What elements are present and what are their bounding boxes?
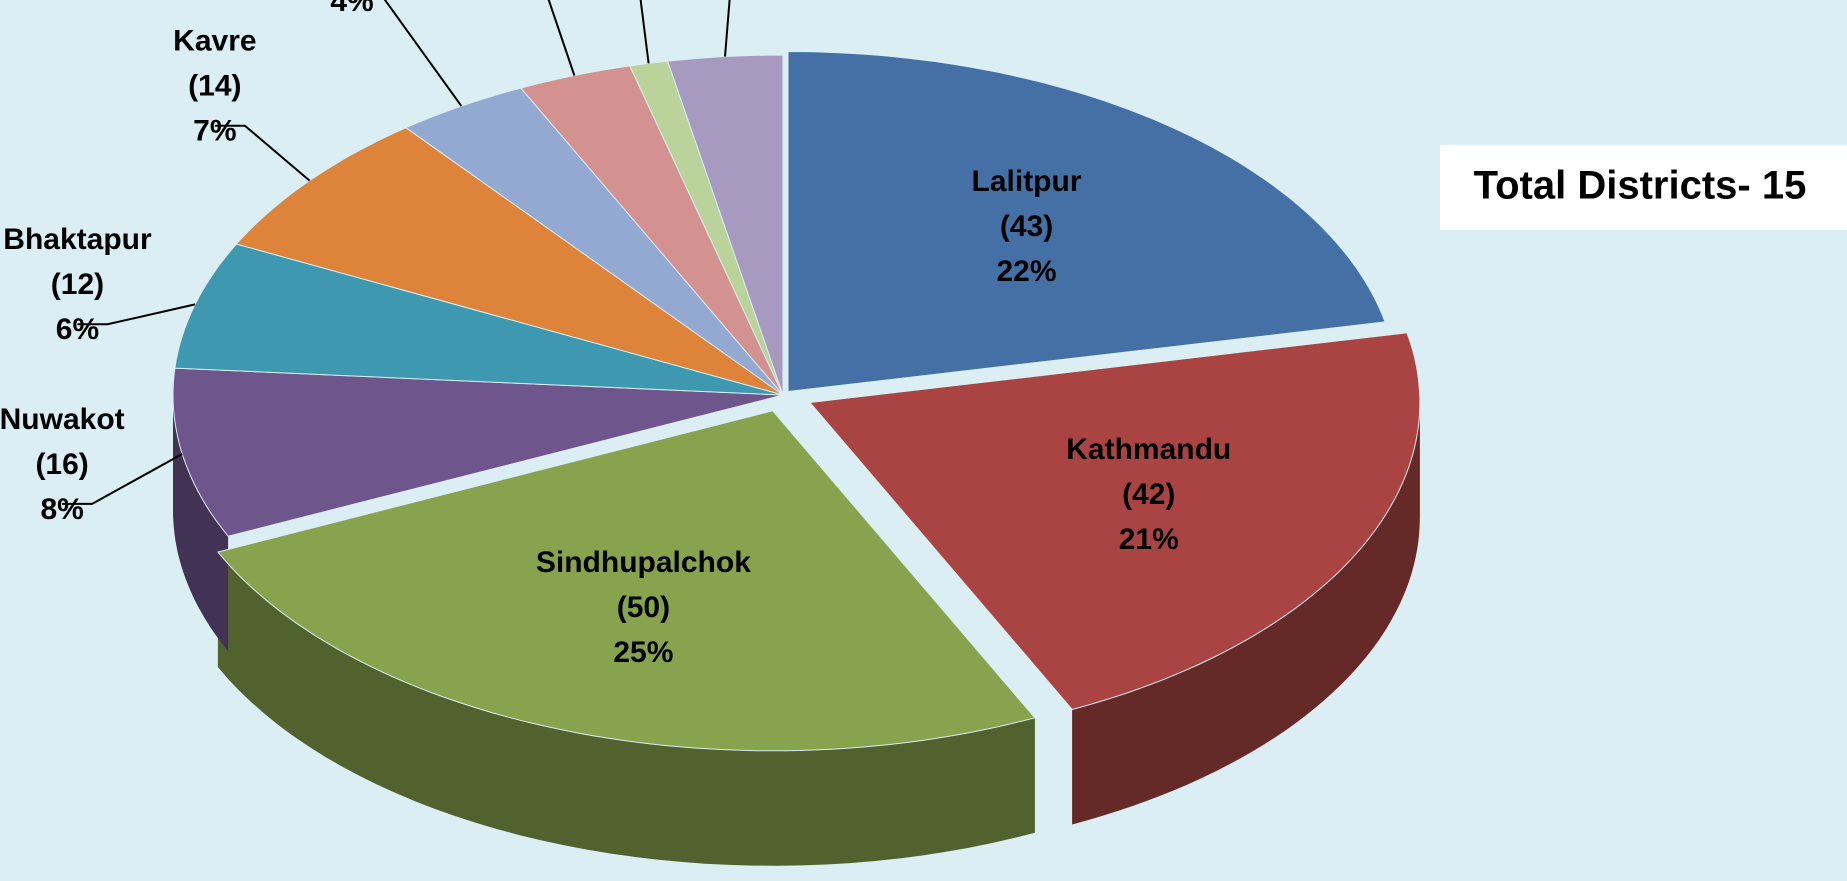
slice-label: Kathmandu xyxy=(1066,433,1231,466)
percent-label: 8% xyxy=(40,493,83,526)
slice xyxy=(174,243,784,396)
slice xyxy=(519,65,784,396)
leader-line xyxy=(77,303,196,326)
leader-line xyxy=(547,0,576,76)
percent-label: 4% xyxy=(330,0,373,18)
slice-label: Sindhupalchok xyxy=(536,546,751,579)
annotation-box xyxy=(1440,145,1847,230)
slice-label: Lalitpur xyxy=(972,165,1082,198)
value-label: (16) xyxy=(35,448,88,481)
value-label: (43) xyxy=(1000,210,1053,243)
slice-side xyxy=(217,552,1035,866)
percent-label: 21% xyxy=(1119,523,1179,556)
value-label: (42) xyxy=(1122,478,1175,511)
slice xyxy=(217,410,1036,752)
leader-line xyxy=(62,453,183,505)
slice-side xyxy=(173,395,229,652)
percent-label: 22% xyxy=(996,255,1056,288)
value-label: (14) xyxy=(188,70,241,103)
percent-label: 7% xyxy=(193,115,236,148)
slice-label: Bhaktapur xyxy=(3,223,152,256)
slice xyxy=(787,50,1386,393)
tops xyxy=(172,50,1421,752)
slice-label: Kavre xyxy=(173,25,256,58)
annotation: Total Districts- 15 xyxy=(1474,164,1807,208)
slice xyxy=(808,332,1421,711)
value-label: (12) xyxy=(51,268,104,301)
value-label: (50) xyxy=(617,591,670,624)
percent-label: 25% xyxy=(613,636,673,669)
slice-side xyxy=(1072,402,1420,825)
walls xyxy=(173,395,1420,866)
percent-label: 6% xyxy=(56,313,99,346)
slice-label: Nuwakot xyxy=(0,403,125,436)
slice xyxy=(172,367,784,537)
leader-line xyxy=(214,124,311,182)
leader-line xyxy=(383,0,463,107)
slice xyxy=(235,127,784,396)
slice xyxy=(404,87,784,396)
leader-line xyxy=(639,0,650,64)
leader-line xyxy=(724,0,731,57)
